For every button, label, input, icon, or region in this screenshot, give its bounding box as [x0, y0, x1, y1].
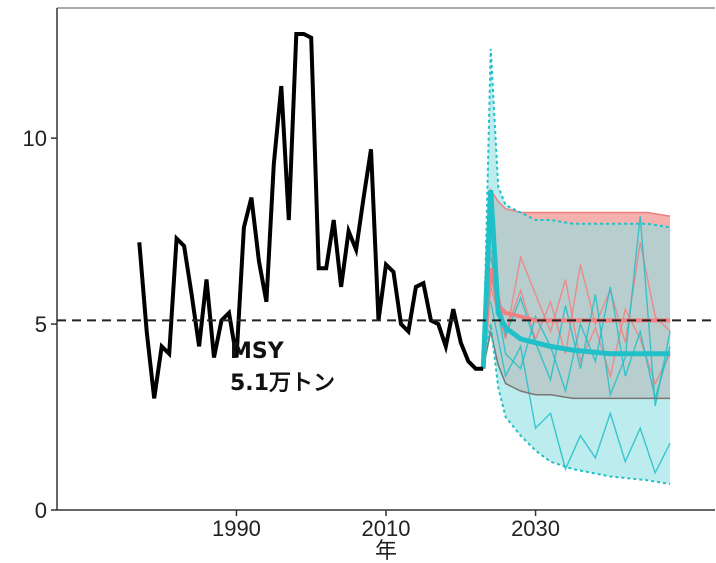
sample-path-3 [490, 216, 671, 407]
x-axis-title: 年 [375, 539, 397, 563]
red-upper-bound [482, 187, 671, 369]
sample-path-5 [490, 271, 671, 399]
sample-path-4 [490, 301, 671, 475]
y-tick-label: 0 [35, 498, 47, 523]
y-tick-label: 10 [23, 126, 47, 151]
x-tick-label: 1990 [212, 516, 261, 541]
projection-sample-paths [490, 216, 671, 475]
msy-label-line2: 5.1万トン [230, 371, 335, 396]
axis-ticks: 0 5 10 1990 2010 2030 [23, 126, 561, 541]
series-lines [137, 32, 671, 485]
red-lower-bound [482, 331, 671, 400]
y-tick-label: 5 [35, 312, 47, 337]
band-cyan [483, 48, 671, 485]
x-tick-label: 2030 [511, 516, 560, 541]
x-tick-label: 2010 [362, 516, 411, 541]
msy-label-line1: MSY [230, 339, 285, 364]
observed-line [137, 32, 484, 399]
sample-path-1 [490, 242, 671, 354]
sample-path-2 [490, 254, 671, 386]
cyan-median-line [480, 190, 671, 369]
cyan-lower-bound [482, 323, 671, 485]
cyan-upper-bound [482, 48, 671, 369]
projection-bands [483, 48, 671, 485]
